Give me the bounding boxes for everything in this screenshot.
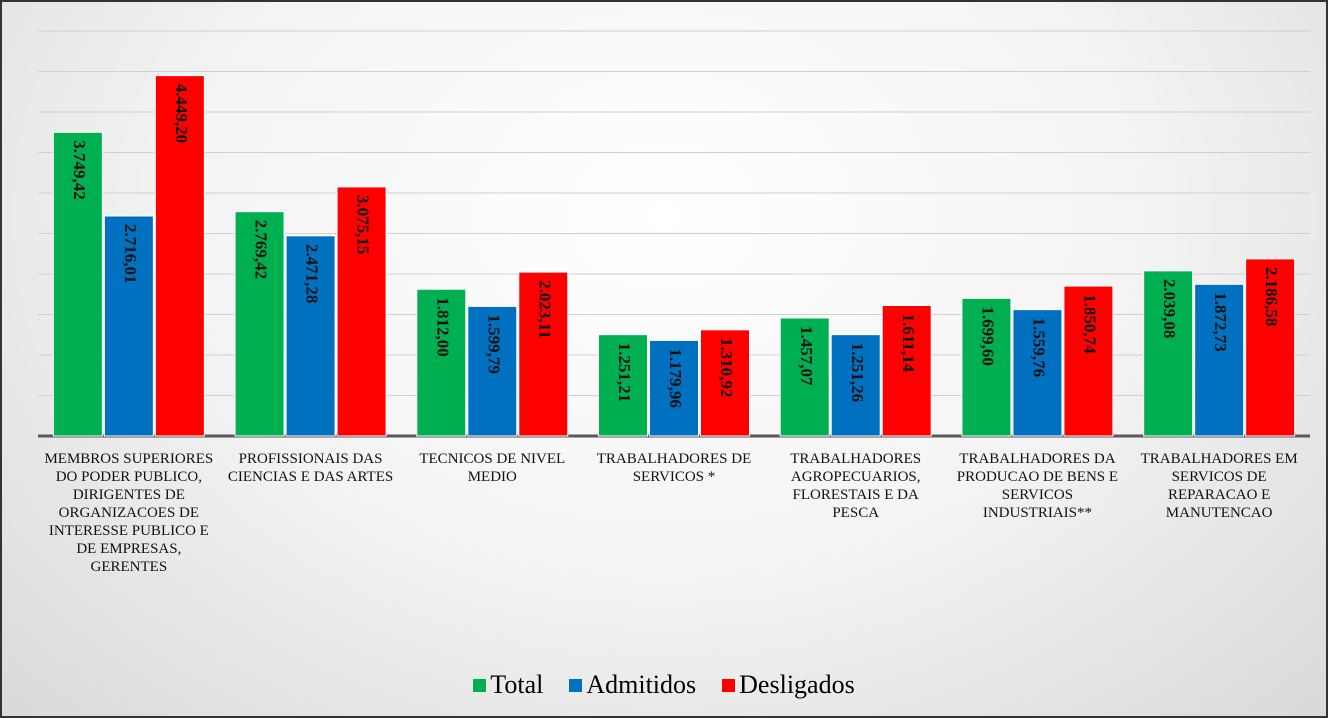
bar (416, 288, 467, 437)
bar (518, 271, 569, 437)
data-label: 1.310,92 (717, 338, 736, 398)
data-label: 1.611,14 (899, 313, 918, 372)
data-label: 3.075,15 (354, 195, 373, 255)
bar (52, 131, 103, 437)
data-label: 2.716,01 (121, 224, 140, 284)
data-label: 1.251,26 (848, 343, 867, 403)
data-label: 1.872,73 (1211, 292, 1230, 352)
legend-swatch (722, 678, 736, 692)
bar (779, 317, 830, 437)
bar (649, 339, 699, 437)
legend-label: Desligados (739, 670, 855, 699)
x-tick-label: TECNICOS DE NIVEL MEDIO (419, 451, 566, 485)
legend-item: Total (473, 670, 543, 700)
data-label: 1.251,21 (615, 343, 634, 403)
bar (1245, 258, 1296, 437)
data-label: 1.457,07 (797, 326, 816, 386)
data-label: 2.023,11 (535, 280, 554, 339)
bar (154, 75, 205, 437)
data-label: 1.850,74 (1081, 294, 1100, 354)
data-label: 2.471,28 (303, 244, 322, 304)
data-label: 1.179,96 (666, 348, 685, 408)
legend-label: Total (490, 670, 544, 699)
legend-item: Desligados (722, 670, 855, 700)
data-label: 4.449,20 (172, 84, 191, 144)
data-label: 1.699,60 (979, 306, 998, 366)
bar (830, 334, 881, 437)
data-label: 1.559,76 (1030, 318, 1049, 378)
x-tick-label: PROFISSIONAIS DAS CIENCIAS E DAS ARTES (227, 451, 394, 485)
bar (285, 235, 336, 437)
bar (881, 304, 932, 437)
legend-item: Admitidos (569, 670, 696, 700)
data-label: 2.039,08 (1160, 279, 1179, 339)
x-tick-label: TRABALHADORES DA PRODUCAO DE BENS E SERV… (956, 451, 1119, 521)
x-tick-label: TRABALHADORES AGROPECUARIOS, FLORESTAIS … (790, 451, 922, 521)
legend-swatch (473, 678, 487, 692)
bar (598, 334, 648, 437)
bar (1012, 309, 1063, 437)
legend: Total Admitidos Desligados (2, 670, 1326, 700)
x-tick-label: TRABALHADORES DE SERVICOS * (596, 451, 752, 485)
bar (336, 186, 387, 437)
data-label: 2.769,42 (252, 220, 271, 280)
bar (1063, 285, 1114, 437)
legend-swatch (569, 678, 583, 692)
bar (103, 215, 154, 437)
bar (1194, 283, 1245, 437)
x-tick-label: MEMBROS SUPERIORES DO PODER PUBLICO, DIR… (44, 451, 214, 575)
bar (961, 297, 1012, 437)
data-label: 1.599,79 (484, 314, 503, 374)
data-label: 3.749,42 (70, 140, 89, 200)
data-label: 1.812,00 (433, 297, 452, 357)
data-label: 2.186,58 (1262, 267, 1281, 327)
bar (700, 329, 750, 437)
x-tick-label: TRABALHADORES EM SERVICOS DE REPARACAO E… (1140, 451, 1298, 521)
bar (1143, 270, 1194, 437)
bar (234, 211, 285, 437)
legend-label: Admitidos (586, 670, 697, 699)
bar (467, 305, 518, 437)
